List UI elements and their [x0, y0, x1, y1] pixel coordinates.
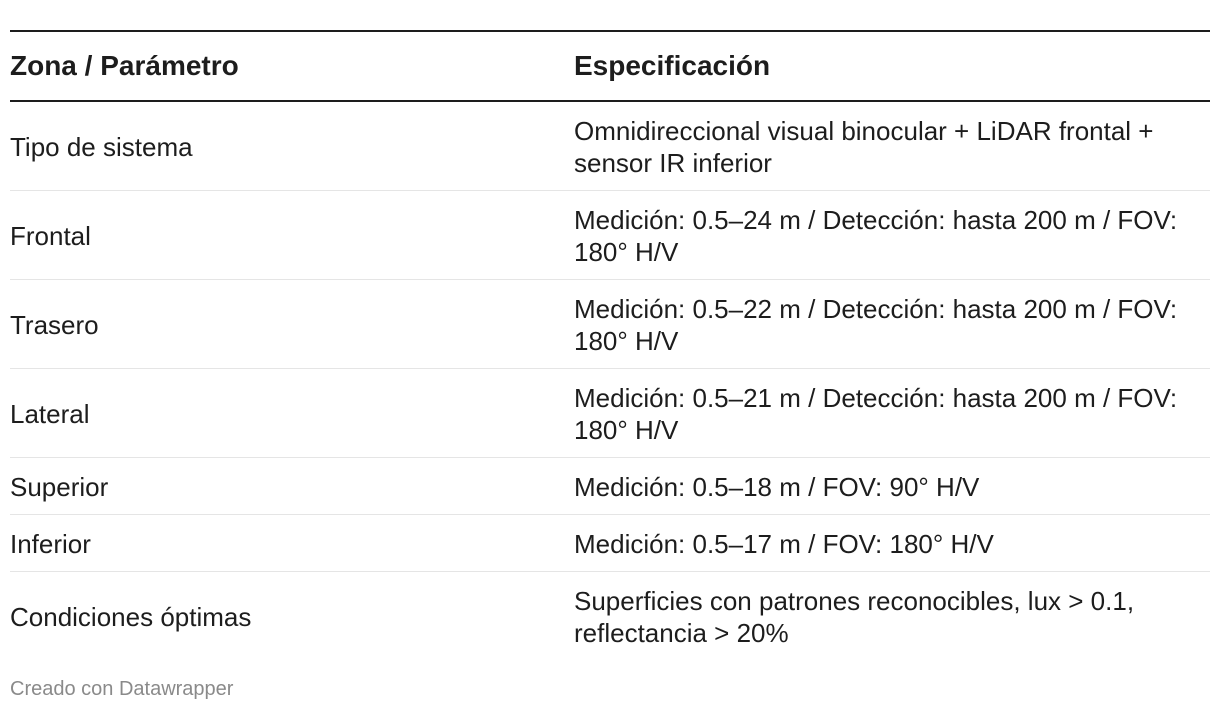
table-row: Trasero Medición: 0.5–22 m / Detección: … [10, 279, 1210, 369]
row-label: Lateral [10, 368, 574, 458]
table-row: Superior Medición: 0.5–18 m / FOV: 90° H… [10, 457, 1210, 515]
table-row: Lateral Medición: 0.5–21 m / Detección: … [10, 368, 1210, 458]
spec-table-container: Zona / Parámetro Especificación Tipo de … [10, 30, 1210, 660]
table-row: Tipo de sistema Omnidireccional visual b… [10, 101, 1210, 191]
spec-table: Zona / Parámetro Especificación Tipo de … [10, 30, 1210, 660]
row-label: Trasero [10, 279, 574, 369]
table-row: Condiciones óptimas Superficies con patr… [10, 572, 1210, 661]
row-label: Frontal [10, 190, 574, 280]
row-value: Omnidireccional visual binocular + LiDAR… [574, 101, 1210, 191]
row-label: Condiciones óptimas [10, 602, 252, 632]
row-label: Superior [10, 457, 574, 515]
row-label: Inferior [10, 514, 574, 572]
header-zone-parameter: Zona / Parámetro [10, 31, 574, 102]
row-value: Medición: 0.5–17 m / FOV: 180° H/V [574, 514, 1210, 572]
table-row: Frontal Medición: 0.5–24 m / Detección: … [10, 190, 1210, 280]
table-row: Inferior Medición: 0.5–17 m / FOV: 180° … [10, 514, 1210, 572]
header-specification: Especificación [574, 31, 1210, 102]
row-value: Medición: 0.5–24 m / Detección: hasta 20… [574, 190, 1210, 280]
row-value: Medición: 0.5–21 m / Detección: hasta 20… [574, 368, 1210, 458]
row-label: Tipo de sistema [10, 101, 574, 191]
row-value: Medición: 0.5–22 m / Detección: hasta 20… [574, 279, 1210, 369]
row-value: Superficies con patrones reconocibles, l… [574, 586, 1135, 648]
datawrapper-credit[interactable]: Creado con Datawrapper [10, 678, 234, 700]
row-value: Medición: 0.5–18 m / FOV: 90° H/V [574, 457, 1210, 515]
table-header-row: Zona / Parámetro Especificación [10, 31, 1210, 102]
